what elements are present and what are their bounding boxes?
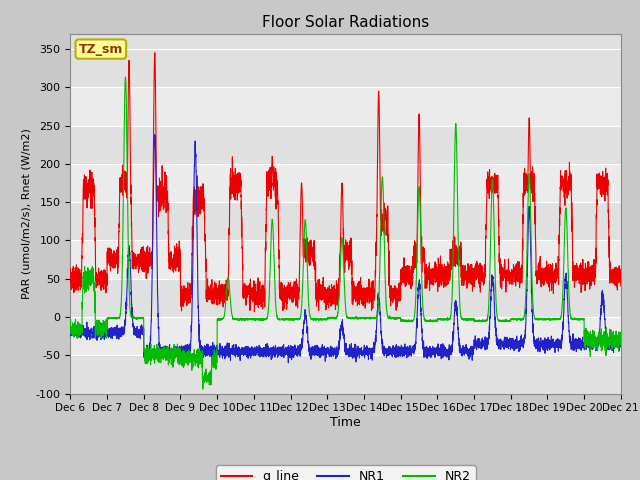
Bar <box>70 87 621 125</box>
Bar <box>70 240 621 279</box>
Legend: q_line, NR1, NR2: q_line, NR1, NR2 <box>216 465 476 480</box>
Bar <box>70 164 621 202</box>
Y-axis label: PAR (umol/m2/s), Rnet (W/m2): PAR (umol/m2/s), Rnet (W/m2) <box>22 128 31 299</box>
Title: Floor Solar Radiations: Floor Solar Radiations <box>262 15 429 30</box>
Bar <box>70 317 621 355</box>
Text: TZ_sm: TZ_sm <box>79 43 123 56</box>
X-axis label: Time: Time <box>330 416 361 429</box>
